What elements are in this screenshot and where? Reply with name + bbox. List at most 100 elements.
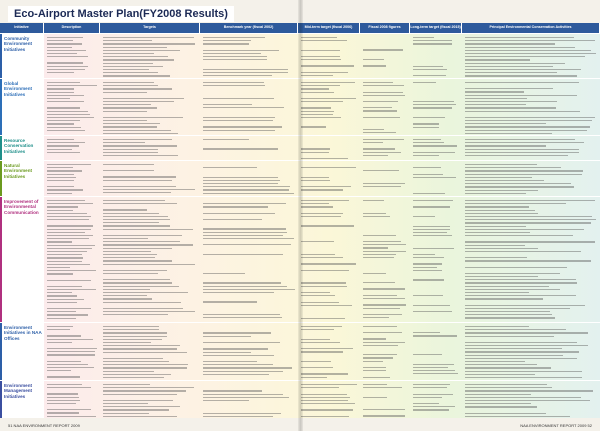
text-line xyxy=(47,219,89,221)
text-line xyxy=(47,273,73,275)
text-line xyxy=(465,415,571,417)
text-line xyxy=(363,212,387,214)
text-line xyxy=(465,219,597,221)
text-line xyxy=(47,247,93,249)
text-line xyxy=(413,176,456,178)
text-line xyxy=(413,332,440,334)
text-line xyxy=(103,43,195,45)
text-line xyxy=(363,409,406,411)
column-header: Mid-term target (fiscal 2006) xyxy=(298,23,360,33)
text-line xyxy=(47,295,78,297)
text-line xyxy=(363,253,397,255)
text-line xyxy=(103,247,173,249)
text-line xyxy=(465,40,595,42)
text-line xyxy=(301,75,334,77)
text-line xyxy=(103,351,187,353)
text-line xyxy=(103,82,154,84)
text-line xyxy=(465,403,531,405)
text-line xyxy=(301,387,340,389)
text-line xyxy=(301,59,341,61)
text-line xyxy=(203,342,280,344)
text-line xyxy=(465,173,583,175)
text-line xyxy=(47,62,84,64)
text-line xyxy=(47,107,81,109)
column-header: Targets xyxy=(100,23,200,33)
text-line xyxy=(465,348,562,350)
text-line xyxy=(465,351,580,353)
text-line xyxy=(465,94,578,96)
text-line xyxy=(413,151,455,153)
text-line xyxy=(363,376,391,378)
text-line xyxy=(465,317,556,319)
column-header: Principal Environmental Conservation Act… xyxy=(462,23,600,33)
text-line xyxy=(103,120,147,122)
text-line xyxy=(203,231,288,233)
text-line xyxy=(301,88,329,90)
text-line xyxy=(413,266,438,268)
text-line xyxy=(301,167,357,169)
text-line xyxy=(363,85,404,87)
text-line xyxy=(363,272,386,274)
text-line xyxy=(465,206,529,208)
text-line xyxy=(103,254,157,256)
text-line xyxy=(363,360,384,362)
text-line xyxy=(465,59,530,61)
text-line xyxy=(203,189,289,191)
text-line xyxy=(103,373,171,375)
text-line xyxy=(103,107,157,109)
text-line xyxy=(47,384,83,386)
text-line xyxy=(103,377,165,379)
text-line xyxy=(103,314,168,316)
text-line xyxy=(465,364,538,366)
text-line xyxy=(47,151,80,153)
text-line xyxy=(465,53,597,55)
text-line xyxy=(301,292,331,294)
text-line xyxy=(203,85,266,87)
text-line xyxy=(203,167,257,169)
text-line xyxy=(363,294,397,296)
text-line xyxy=(301,295,335,297)
text-line xyxy=(47,113,90,115)
text-line xyxy=(363,332,403,334)
text-line xyxy=(47,72,75,74)
text-line xyxy=(47,415,97,417)
text-line xyxy=(47,164,92,166)
text-line xyxy=(47,254,82,256)
text-line xyxy=(103,49,181,51)
text-line xyxy=(103,59,174,61)
text-line xyxy=(465,116,595,118)
text-line xyxy=(363,257,395,259)
text-line xyxy=(301,373,349,375)
text-line xyxy=(47,110,88,112)
text-line xyxy=(103,298,153,300)
text-line xyxy=(465,384,548,386)
text-line xyxy=(413,167,441,169)
text-line xyxy=(47,412,79,414)
text-line xyxy=(413,216,435,218)
text-line xyxy=(203,192,294,194)
text-line xyxy=(413,68,448,70)
text-line xyxy=(203,49,279,51)
text-line xyxy=(47,399,81,401)
text-line xyxy=(465,311,551,313)
text-line xyxy=(363,341,406,343)
text-line xyxy=(301,65,354,67)
text-line xyxy=(465,97,527,99)
text-line xyxy=(47,192,73,194)
text-line xyxy=(103,53,155,55)
text-line xyxy=(203,354,274,356)
text-line xyxy=(203,348,269,350)
text-line xyxy=(413,228,451,230)
text-line xyxy=(465,186,574,188)
text-line xyxy=(103,170,154,172)
text-line xyxy=(301,71,348,73)
text-line xyxy=(47,270,97,272)
text-line xyxy=(465,412,546,414)
text-line xyxy=(47,85,97,87)
text-line xyxy=(465,295,577,297)
text-line xyxy=(103,338,163,340)
text-line xyxy=(413,37,434,39)
text-line xyxy=(103,116,183,118)
text-line xyxy=(203,351,251,353)
text-line xyxy=(103,357,164,359)
